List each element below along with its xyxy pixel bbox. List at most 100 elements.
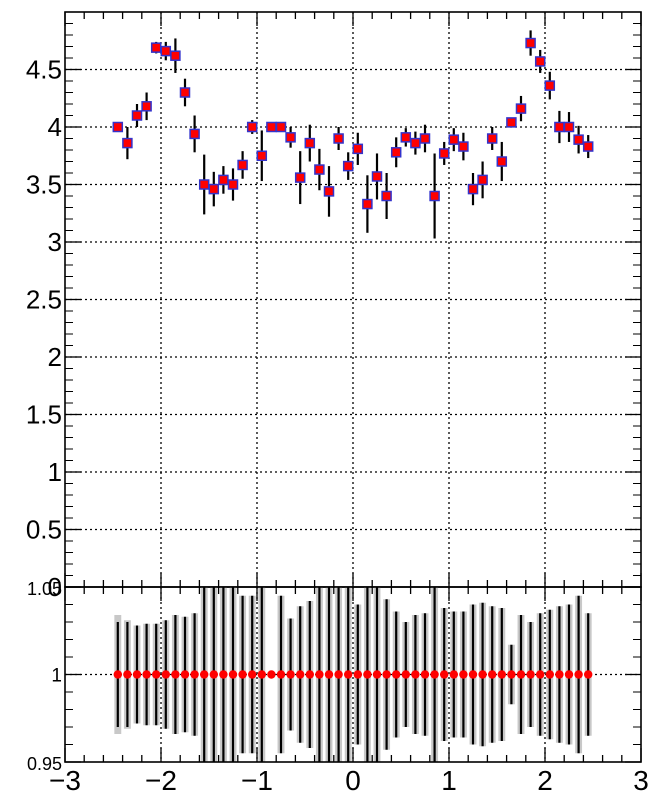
- data-point: [554, 121, 565, 133]
- y-tick-label: 3: [48, 227, 62, 257]
- ratio-point: [363, 670, 372, 679]
- ratio-point: [267, 670, 276, 679]
- ratio-point: [488, 670, 497, 679]
- ratio-point: [420, 670, 430, 679]
- ratio-point: [564, 670, 574, 679]
- ratio-y-tick-label: 1: [51, 666, 62, 687]
- data-point: [390, 147, 402, 158]
- ratio-point: [132, 670, 142, 679]
- ratio-point: [526, 670, 535, 679]
- ratio-point: [200, 670, 209, 679]
- data-point: [304, 137, 316, 149]
- x-tick-label: −1: [241, 765, 273, 793]
- data-point: [237, 159, 248, 171]
- data-point: [333, 133, 344, 144]
- ratio-point: [401, 670, 410, 679]
- ratio-point: [257, 670, 266, 679]
- data-point: [400, 132, 412, 143]
- data-point: [112, 121, 124, 133]
- ratio-point: [219, 670, 228, 679]
- ratio-point: [478, 670, 487, 679]
- data-point: [285, 132, 296, 143]
- data-point: [496, 156, 508, 167]
- ratio-point: [584, 670, 593, 679]
- data-point: [515, 103, 527, 114]
- ratio-point: [305, 670, 314, 679]
- ratio-point: [286, 670, 295, 679]
- ratio-point: [180, 670, 190, 679]
- y-tick-label: 0.5: [26, 515, 62, 545]
- data-point: [486, 133, 498, 144]
- ratio-y-tick-label: 0.95: [27, 754, 62, 774]
- y-tick-label: 4.5: [26, 55, 62, 85]
- data-point: [525, 37, 536, 49]
- data-point: [294, 172, 306, 183]
- data-point: [275, 121, 287, 133]
- ratio-point: [516, 670, 526, 679]
- data-point: [381, 190, 392, 202]
- data-point: [448, 134, 460, 145]
- ratio-point: [497, 670, 506, 679]
- x-tick-label: 3: [633, 765, 649, 793]
- ratio-point: [536, 670, 545, 679]
- ratio-point: [459, 670, 468, 679]
- ratio-point: [152, 670, 161, 679]
- ratio-point: [430, 670, 439, 679]
- x-tick-label: 0: [345, 765, 361, 793]
- data-point: [582, 141, 594, 152]
- ratio-point: [334, 670, 343, 679]
- ratio-point: [142, 670, 151, 679]
- ratio-point: [574, 670, 583, 679]
- ratio-point: [228, 670, 238, 679]
- ratio-point: [296, 670, 305, 679]
- ratio-point: [123, 670, 132, 679]
- data-point: [563, 121, 575, 133]
- data-point: [189, 128, 200, 140]
- ratio-point: [190, 670, 199, 679]
- data-point: [323, 186, 335, 197]
- data-point: [256, 150, 268, 161]
- ratio-point: [555, 670, 564, 679]
- ratio-point: [411, 670, 420, 679]
- data-point: [218, 174, 229, 186]
- ratio-point: [507, 670, 516, 679]
- y-tick-label: 1.5: [26, 400, 62, 430]
- data-point: [160, 45, 172, 57]
- data-point: [198, 179, 210, 190]
- data-point: [122, 137, 133, 149]
- data-point: [246, 121, 258, 133]
- ratio-point: [440, 670, 449, 679]
- ratio-point: [171, 670, 180, 679]
- y-tick-label: 2.5: [26, 285, 62, 315]
- data-point: [544, 80, 556, 91]
- ratio-point: [113, 670, 123, 679]
- data-point: [150, 42, 162, 53]
- data-point: [438, 148, 450, 159]
- data-point: [266, 121, 277, 133]
- data-point: [419, 133, 431, 144]
- x-tick-label: −2: [145, 765, 177, 793]
- ratio-point: [209, 670, 218, 679]
- top-plot-panel: 0 0.5 1 1.5 2 2.5 3 3.5 4 4.5: [26, 11, 642, 602]
- ratio-point: [353, 670, 362, 679]
- ratio-point: [324, 670, 334, 679]
- data-point: [352, 143, 364, 155]
- y-tick-label: 2: [48, 342, 62, 372]
- data-point: [131, 110, 143, 121]
- ratio-point: [161, 670, 170, 679]
- x-tick-label: 2: [537, 765, 553, 793]
- data-point: [573, 134, 584, 145]
- ratio-point: [382, 670, 391, 679]
- y-tick-label: 0: [48, 572, 62, 602]
- ratio-point: [315, 670, 324, 679]
- data-point: [314, 164, 325, 175]
- ratio-point: [468, 670, 478, 679]
- data-point: [467, 183, 479, 195]
- y-tick-label: 1: [48, 457, 62, 487]
- data-point: [429, 190, 440, 202]
- ratio-point: [276, 670, 286, 679]
- data-point: [342, 160, 354, 172]
- ratio-point: [238, 670, 247, 679]
- ratio-point: [372, 670, 382, 679]
